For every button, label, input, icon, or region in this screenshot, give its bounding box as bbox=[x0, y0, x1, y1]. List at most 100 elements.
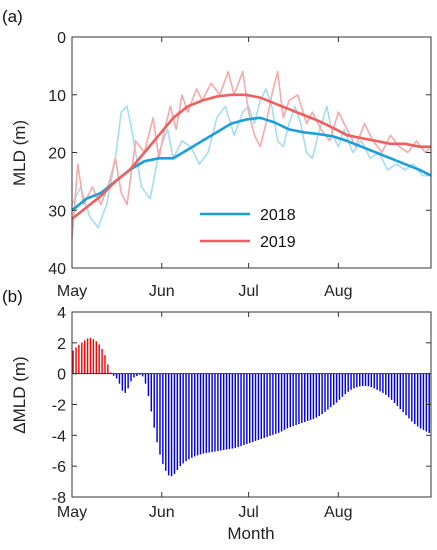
panel-b-ytick-label: -4 bbox=[52, 428, 66, 445]
legend-label-2018: 2018 bbox=[260, 207, 296, 224]
panel-a-xtick-label: Aug bbox=[324, 283, 352, 300]
delta-bar bbox=[295, 373, 297, 426]
panel-b-axes-box bbox=[71, 311, 432, 498]
delta-bar bbox=[153, 373, 155, 428]
delta-bar bbox=[321, 373, 323, 415]
delta-bar bbox=[370, 373, 373, 388]
delta-bar bbox=[350, 373, 352, 390]
delta-bar bbox=[396, 373, 399, 407]
delta-bar bbox=[205, 373, 208, 454]
delta-bar bbox=[411, 373, 413, 422]
delta-bar bbox=[373, 373, 375, 389]
delta-bar bbox=[170, 373, 173, 477]
delta-bar bbox=[428, 373, 430, 434]
delta-bar bbox=[312, 373, 315, 419]
panel-a-xtick-label: May bbox=[57, 283, 87, 300]
delta-bar bbox=[83, 340, 86, 374]
delta-bar bbox=[390, 373, 393, 400]
delta-bar bbox=[301, 373, 303, 423]
delta-bar bbox=[127, 373, 129, 389]
delta-bar bbox=[112, 373, 115, 376]
delta-bar bbox=[104, 355, 106, 374]
delta-bar bbox=[341, 373, 344, 397]
delta-bar bbox=[86, 338, 89, 374]
delta-bar bbox=[179, 373, 181, 467]
panel-b-ytick-label: -6 bbox=[52, 459, 66, 476]
delta-bar bbox=[304, 373, 306, 422]
delta-bar bbox=[280, 373, 283, 432]
delta-bar bbox=[338, 373, 341, 400]
delta-bar bbox=[359, 373, 361, 387]
delta-bar bbox=[309, 373, 312, 420]
delta-bar bbox=[72, 350, 74, 374]
delta-bar bbox=[272, 373, 274, 435]
delta-bar bbox=[130, 373, 132, 382]
legend-label-2019: 2019 bbox=[260, 234, 296, 251]
series-2019-smooth-line bbox=[71, 93, 431, 220]
delta-bar bbox=[324, 373, 326, 412]
delta-bar bbox=[332, 373, 335, 405]
delta-bar bbox=[379, 373, 381, 392]
delta-bar bbox=[254, 373, 257, 441]
panel-a-ylabel: MLD (m) bbox=[10, 120, 29, 186]
delta-bar bbox=[110, 372, 112, 374]
delta-bar bbox=[147, 373, 150, 397]
delta-bar bbox=[89, 338, 92, 374]
delta-bar bbox=[118, 373, 121, 384]
delta-bar bbox=[237, 373, 239, 448]
delta-bar bbox=[182, 373, 184, 464]
delta-bar bbox=[315, 373, 318, 418]
delta-bar bbox=[138, 373, 141, 375]
panel-b-xtick-label: Jul bbox=[238, 504, 258, 521]
delta-bar bbox=[81, 342, 83, 374]
delta-bar bbox=[133, 373, 135, 378]
delta-bar bbox=[367, 373, 370, 387]
delta-bar bbox=[385, 373, 387, 395]
delta-bar bbox=[277, 373, 280, 433]
panel-a-ytick-label: 20 bbox=[48, 146, 66, 163]
delta-bar bbox=[234, 373, 236, 448]
delta-bar bbox=[188, 373, 190, 460]
delta-bar bbox=[185, 373, 187, 462]
delta-bar bbox=[208, 373, 210, 453]
delta-bar bbox=[246, 373, 248, 445]
delta-bar bbox=[194, 373, 196, 457]
delta-bar bbox=[144, 373, 147, 384]
delta-bar bbox=[292, 373, 294, 427]
delta-bar bbox=[214, 373, 216, 452]
delta-bar bbox=[162, 373, 164, 464]
panel-b-xlabel: Month bbox=[227, 524, 274, 543]
delta-bar bbox=[141, 373, 144, 377]
panel-a-xtick-label: Jun bbox=[149, 283, 175, 300]
delta-bar bbox=[124, 373, 126, 393]
delta-bar bbox=[222, 373, 225, 450]
delta-bar bbox=[257, 373, 260, 440]
panel-a-label: (a) bbox=[2, 7, 23, 26]
delta-bar bbox=[402, 373, 404, 413]
delta-bar bbox=[361, 373, 364, 386]
panel-b-label: (b) bbox=[2, 287, 23, 306]
delta-bar bbox=[356, 373, 358, 388]
delta-bar bbox=[101, 349, 103, 374]
delta-bar bbox=[387, 373, 390, 398]
delta-bar bbox=[330, 373, 332, 408]
delta-bar bbox=[422, 373, 425, 430]
panel-a-xtick-label: Jul bbox=[238, 283, 258, 300]
delta-bar bbox=[159, 373, 161, 455]
delta-bar bbox=[115, 373, 118, 379]
delta-bar bbox=[75, 347, 77, 374]
delta-bar bbox=[220, 373, 222, 451]
panel-a-ytick-label: 0 bbox=[57, 30, 66, 47]
delta-bar bbox=[156, 373, 158, 443]
delta-bar bbox=[416, 373, 419, 427]
panel-a-plot: 0 10 20 30 40 May Jun Jul Aug 2018 2019 bbox=[48, 30, 432, 300]
delta-bar bbox=[266, 373, 268, 437]
delta-bar bbox=[243, 373, 245, 446]
delta-bar bbox=[199, 373, 202, 455]
panel-b-xtick-label: May bbox=[57, 504, 87, 521]
delta-bar bbox=[347, 373, 349, 392]
panel-a-ytick-label: 30 bbox=[48, 203, 66, 220]
delta-bar bbox=[78, 344, 80, 374]
delta-bar bbox=[289, 373, 291, 428]
delta-bar bbox=[263, 373, 265, 438]
